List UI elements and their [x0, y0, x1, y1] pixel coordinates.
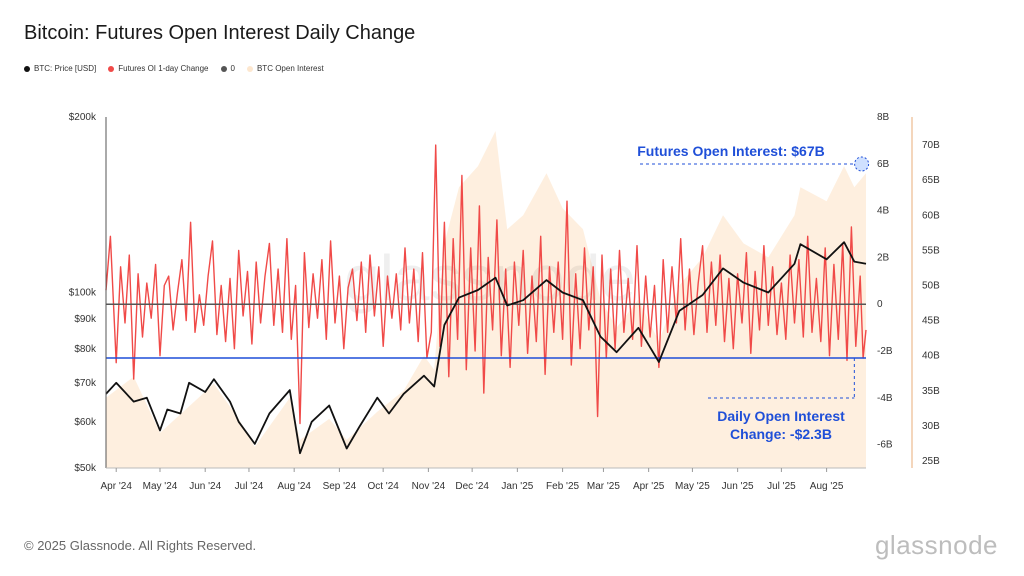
x-tick-label: Jun '24	[189, 481, 221, 492]
legend-item-zero[interactable]: 0	[220, 64, 235, 73]
series-oi-change-line	[105, 144, 867, 425]
legend-swatch-oi-change	[108, 65, 115, 72]
x-tick-label: May '25	[675, 481, 710, 492]
y-left-tick-label: $70k	[74, 378, 97, 389]
y-right-inner-tick-label: -4B	[877, 393, 893, 404]
x-tick-label: Mar '25	[587, 481, 620, 492]
legend-swatch-zero	[220, 65, 227, 72]
y-left-tick-label: $50k	[74, 463, 97, 474]
x-tick-label: Jul '25	[767, 481, 796, 492]
x-tick-label: Aug '25	[810, 481, 844, 492]
brand-logo: glassnode	[874, 530, 998, 560]
y-right-outer-tick-label: 40B	[922, 351, 940, 362]
x-tick-label: May '24	[143, 481, 178, 492]
y-right-outer-tick-label: 35B	[922, 386, 940, 397]
legend-swatch-open-interest	[246, 65, 253, 72]
annotation-change-line1: Daily Open Interest	[717, 408, 845, 424]
x-tick-label: Jun '25	[722, 481, 754, 492]
x-tick-label: Apr '24	[101, 481, 133, 492]
x-tick-label: Apr '25	[633, 481, 665, 492]
legend-label-price: BTC: Price [USD]	[34, 64, 97, 73]
chart-legend: BTC: Price [USD] Futures OI 1-day Change…	[24, 64, 324, 73]
y-right-outer-tick-label: 45B	[922, 316, 940, 327]
y-right-inner-tick-label: 2B	[877, 252, 890, 263]
y-right-outer-tick-label: 70B	[922, 140, 940, 151]
y-right-inner-tick-label: -2B	[877, 346, 893, 357]
legend-item-oi-change[interactable]: Futures OI 1-day Change	[108, 64, 209, 73]
annotation-change-line2: Change: -$2.3B	[730, 426, 832, 442]
legend-label-oi-change: Futures OI 1-day Change	[118, 64, 209, 73]
legend-swatch-price	[24, 65, 30, 72]
annotation-layer: Futures Open Interest: $67B Daily Open I…	[637, 143, 870, 442]
legend-label-zero: 0	[230, 64, 235, 73]
price-layer	[105, 241, 867, 455]
y-right-inner-tick-label: 8B	[877, 112, 890, 123]
y-right-outer-tick-label: 30B	[922, 421, 940, 432]
y-right-outer-tick-label: 60B	[922, 210, 940, 221]
x-tick-label: Jan '25	[501, 481, 533, 492]
y-left-tick-label: $100k	[69, 288, 97, 299]
y-left-tick-label: $60k	[74, 417, 97, 428]
annotation-oi-label: Futures Open Interest: $67B	[637, 143, 825, 159]
series-price-line	[105, 241, 867, 455]
x-tick-label: Oct '24	[367, 481, 399, 492]
y-right-inner-tick-label: -6B	[877, 440, 893, 451]
y-right-outer-tick-label: 25B	[922, 456, 940, 467]
annotation-oi-marker	[854, 156, 870, 172]
chart-title: Bitcoin: Futures Open Interest Daily Cha…	[24, 22, 416, 44]
axes-layer: $50k $60k $70k $80k $90k $100k $200k -6B -4B -2B 0…	[69, 112, 940, 492]
oi-change-layer	[105, 144, 867, 425]
copyright-footer: © 2025 Glassnode. All Rights Reserved.	[24, 538, 257, 553]
x-tick-label: Nov '24	[412, 481, 446, 492]
series-open-interest-area	[106, 131, 866, 468]
legend-item-price[interactable]: BTC: Price [USD]	[24, 64, 96, 73]
y-right-outer-tick-label: 50B	[922, 280, 940, 291]
x-tick-label: Dec '24	[455, 481, 489, 492]
y-right-inner-tick-label: 0	[877, 299, 883, 310]
x-tick-label: Feb '25	[546, 481, 579, 492]
y-right-outer-tick-label: 65B	[922, 175, 940, 186]
y-left-tick-label: $80k	[74, 344, 97, 355]
y-left-tick-label: $200k	[69, 112, 97, 123]
x-tick-label: Sep '24	[323, 481, 357, 492]
legend-item-open-interest[interactable]: BTC Open Interest	[246, 64, 324, 73]
y-right-inner-tick-label: 4B	[877, 206, 890, 217]
y-left-tick-label: $90k	[74, 314, 97, 325]
x-tick-label: Aug '24	[277, 481, 311, 492]
legend-label-open-interest: BTC Open Interest	[256, 64, 324, 73]
y-right-outer-tick-label: 55B	[922, 245, 940, 256]
x-tick-label: Jul '24	[235, 481, 264, 492]
oi-area-layer	[106, 131, 866, 468]
y-right-inner-tick-label: 6B	[877, 159, 890, 170]
